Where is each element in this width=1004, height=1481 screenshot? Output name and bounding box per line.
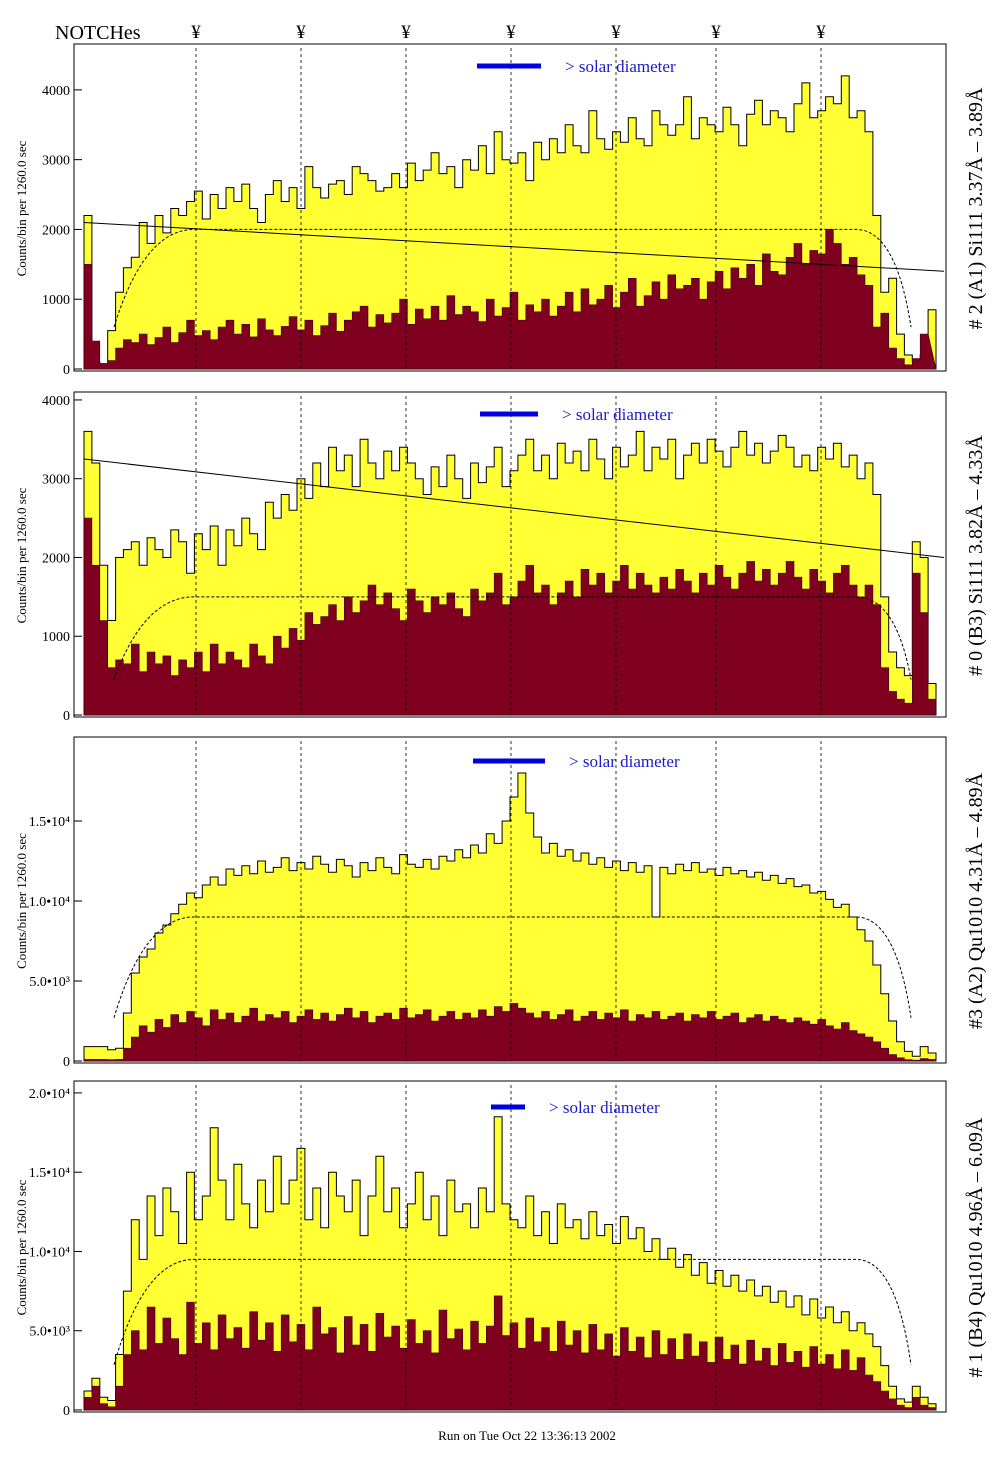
y-tick-label: 0: [63, 363, 70, 378]
panel-1: 0 1000 2000 3000 4000 Counts/bin per 1260.0 s…: [14, 43, 987, 378]
y-tick-label: 2000: [42, 551, 70, 566]
y-tick-label: 4000: [42, 394, 70, 409]
trend-line: [83, 458, 945, 558]
y-tick-label: 1.0•10⁴: [29, 1245, 70, 1260]
solar-diameter-label: > solar diameter: [549, 1098, 660, 1117]
y-tick-label: 3000: [42, 154, 70, 169]
y-tick-label: 0: [63, 1055, 70, 1070]
panel-4: 0 5.0•10³ 1.0•10⁴ 1.5•10⁴ 2.0•10⁴ Counts/bin …: [14, 1080, 987, 1419]
panel-title: # 2 (A1) Si111 3.37Å – 3.89Å: [965, 87, 987, 329]
y-tick-label: 1.5•10⁴: [29, 1166, 70, 1181]
series-background-counts: [83, 1295, 937, 1411]
notches-label: NOTCHes: [55, 22, 141, 44]
series-total-counts: [83, 772, 937, 1062]
run-timestamp: Run on Tue Oct 22 13:36:13 2002: [438, 1428, 616, 1443]
y-tick-label: 1.5•10⁴: [29, 815, 70, 830]
panel-title: # 0 (B3) Si111 3.82Å – 4.33Å: [965, 435, 987, 676]
y-tick-label: 0: [63, 709, 70, 724]
solar-diameter-label: > solar diameter: [569, 752, 680, 771]
y-tick-label: 2000: [42, 223, 70, 238]
y-axis-label: Counts/bin per 1260.0 sec: [14, 487, 29, 623]
series-background-counts: [83, 229, 937, 370]
trend-line: [83, 221, 945, 272]
notch-marker: ¥: [401, 22, 411, 43]
notch-marker: ¥: [191, 22, 201, 43]
panel-2: 0 1000 2000 3000 4000 Counts/bin per 1260.0 s…: [14, 391, 987, 724]
model-curve: [113, 916, 912, 1018]
notch-marker: ¥: [506, 22, 516, 43]
y-axis-label: Counts/bin per 1260.0 sec: [14, 140, 29, 276]
y-tick-label: 1.0•10⁴: [29, 895, 70, 910]
y-tick-label: 5.0•10³: [29, 975, 70, 990]
y-tick-label: 0: [63, 1404, 70, 1419]
panel-title: #3 (A2) Qu1010 4.31Å – 4.89Å: [965, 772, 987, 1029]
model-curve: [113, 596, 912, 680]
notch-marker: ¥: [816, 22, 826, 43]
y-axis-label: Counts/bin per 1260.0 sec: [14, 833, 29, 969]
series-background-counts: [83, 1003, 937, 1062]
solar-diameter-label: > solar diameter: [562, 405, 673, 424]
model-curve: [113, 1258, 912, 1365]
model-curve: [113, 228, 912, 328]
notch-marker: ¥: [711, 22, 721, 43]
y-tick-label: 1000: [42, 630, 70, 645]
notch-marker: ¥: [296, 22, 306, 43]
panel-title: # 1 (B4) Qu1010 4.96Å – 6.09Å: [965, 1117, 987, 1378]
notch-markers: ¥ ¥ ¥ ¥ ¥ ¥ ¥: [191, 22, 826, 43]
notch-marker: ¥: [611, 22, 621, 43]
solar-diameter-label: > solar diameter: [565, 57, 676, 76]
y-tick-label: 5.0•10³: [29, 1325, 70, 1340]
y-axis-label: Counts/bin per 1260.0 sec: [14, 1179, 29, 1315]
y-tick-label: 4000: [42, 84, 70, 99]
y-tick-label: 1000: [42, 293, 70, 308]
panels: 0 1000 2000 3000 4000 Counts/bin per 1260.0 s…: [14, 43, 987, 1419]
y-tick-label: 3000: [42, 473, 70, 488]
series-background-counts: [83, 517, 937, 716]
y-tick-label: 2.0•10⁴: [29, 1087, 70, 1102]
